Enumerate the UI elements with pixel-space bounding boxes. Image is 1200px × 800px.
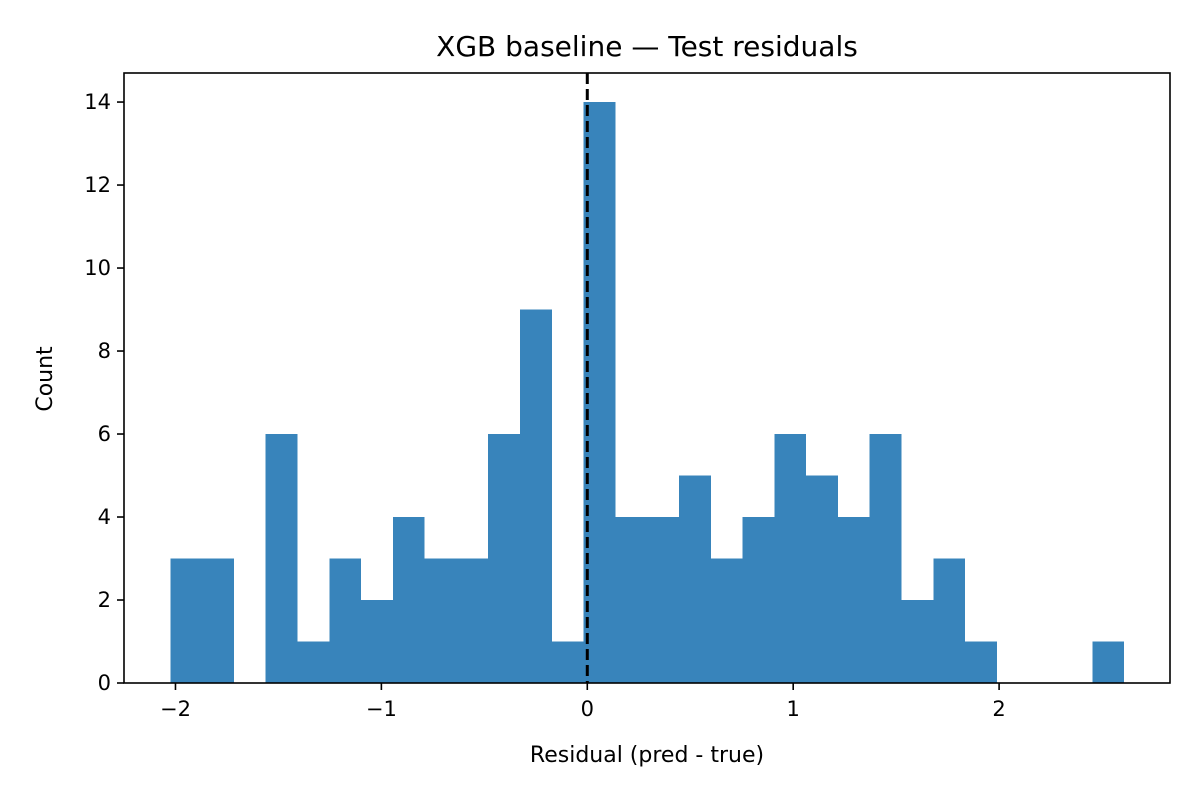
y-tick-label: 2 [98,588,111,612]
histogram-bar [583,102,616,684]
histogram-bar [710,558,743,683]
y-tick-label: 10 [84,256,111,280]
histogram-bar [869,434,902,683]
x-tick-label: 2 [992,697,1005,721]
histogram-bar [806,475,838,683]
x-tick-label: 1 [787,697,800,721]
y-tick-label: 8 [98,339,111,363]
histogram-bar [551,641,584,683]
histogram-bar [678,475,711,683]
x-tick-label: −1 [366,697,397,721]
x-axis-ticks: −2 −1 0 1 2 [160,683,1006,721]
histogram-bar [361,600,393,683]
histogram-bar [1092,641,1125,683]
y-tick-label: 12 [84,173,111,197]
x-tick-label: 0 [581,697,594,721]
histogram-bar [265,434,298,683]
plot-frame [123,72,1171,684]
x-axis-label: Residual (pred - true) [530,743,764,768]
histogram-bar [933,558,966,683]
histogram-bar [329,558,362,683]
y-tick-label: 0 [98,671,111,695]
histogram-bar [170,558,203,683]
histogram-bar [901,600,934,683]
histogram-bar [615,517,648,683]
histogram-bar [456,558,489,683]
histogram-bars [170,102,1125,684]
histogram-bar [488,434,521,683]
histogram-bar [202,558,234,683]
chart-title: XGB baseline — Test residuals [436,30,858,63]
histogram-bar [965,641,997,683]
y-tick-label: 4 [98,505,111,529]
histogram-bar [774,434,807,683]
y-axis-label: Count [33,346,58,412]
histogram-bar [297,641,330,683]
y-axis-ticks: 0 2 4 6 8 10 12 14 [84,90,124,695]
histogram-bar [837,517,870,683]
x-tick-label: −2 [160,697,191,721]
histogram-bar [392,517,425,683]
histogram-bar [520,309,552,683]
y-tick-label: 14 [84,90,111,114]
histogram-bar [424,558,457,683]
y-tick-label: 6 [98,422,111,446]
histogram-bar [742,517,775,683]
histogram-bar [647,517,679,683]
